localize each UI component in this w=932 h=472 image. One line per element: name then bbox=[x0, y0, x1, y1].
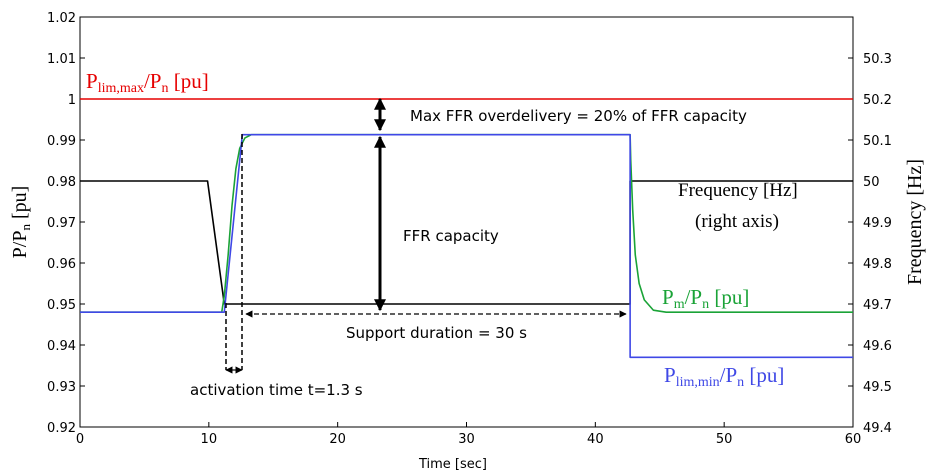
y-right-tick-label: 50 bbox=[863, 175, 880, 190]
annotation-frequency-line1: Frequency [Hz] bbox=[678, 180, 798, 201]
y-right-axis-ticks: 49.4 49.5 49.6 49.7 49.8 49.9 50 50.1 50.2 50.3 bbox=[848, 52, 892, 436]
annotation-capacity: FFR capacity bbox=[403, 227, 499, 245]
y-left-tick-label: 0.97 bbox=[47, 216, 76, 231]
y-right-tick-label: 50.2 bbox=[863, 93, 892, 108]
x-tick-label: 10 bbox=[201, 432, 218, 447]
y-left-tick-label: 1.01 bbox=[47, 52, 76, 67]
x-tick-label: 40 bbox=[587, 432, 604, 447]
y-left-tick-label: 1 bbox=[68, 93, 76, 108]
y-right-tick-label: 49.6 bbox=[863, 339, 892, 354]
annotation-activation-time: activation time t=1.3 s bbox=[190, 381, 363, 399]
y-left-tick-label: 0.94 bbox=[47, 339, 76, 354]
y-right-tick-label: 50.1 bbox=[863, 134, 892, 149]
annotation-overdelivery: Max FFR overdelivery = 20% of FFR capaci… bbox=[410, 107, 747, 125]
plot-area bbox=[79, 16, 854, 428]
x-tick-label: 30 bbox=[458, 432, 475, 447]
y-left-axis-ticks: 0.92 0.93 0.94 0.95 0.96 0.97 0.98 0.99 1 1.01 1.0… bbox=[47, 11, 85, 436]
y-left-tick-label: 0.99 bbox=[47, 134, 76, 149]
x-tick-label: 60 bbox=[845, 432, 862, 447]
annotation-arrows bbox=[225, 97, 627, 374]
y-left-tick-label: 0.96 bbox=[47, 257, 76, 272]
y-right-axis-label: Frequency [Hz] bbox=[904, 159, 926, 285]
y-right-tick-label: 49.7 bbox=[863, 298, 892, 313]
series-line-3 bbox=[80, 133, 853, 359]
y-left-tick-label: 0.92 bbox=[47, 421, 76, 436]
annotation-plim-max: Plim,max/Pn [pu] bbox=[86, 69, 209, 96]
series-line-1 bbox=[80, 180, 853, 305]
y-left-tick-label: 0.95 bbox=[47, 298, 76, 313]
y-right-tick-label: 49.9 bbox=[863, 216, 892, 231]
y-left-axis-label: P/Pn [pu] bbox=[9, 186, 33, 259]
y-right-tick-label: 49.5 bbox=[863, 380, 892, 395]
annotation-frequency-line2: (right axis) bbox=[695, 211, 779, 232]
x-axis-ticks: 0 10 20 30 40 50 60 bbox=[76, 422, 861, 447]
x-axis-label: Time [sec] bbox=[418, 457, 487, 472]
y-left-tick-label: 0.98 bbox=[47, 175, 76, 190]
y-right-tick-label: 50.3 bbox=[863, 52, 892, 67]
x-tick-label: 0 bbox=[76, 432, 84, 447]
y-left-tick-label: 1.02 bbox=[47, 11, 76, 26]
annotation-support-duration: Support duration = 30 s bbox=[346, 324, 527, 342]
y-right-tick-label: 49.4 bbox=[863, 421, 892, 436]
x-tick-label: 50 bbox=[716, 432, 733, 447]
y-right-tick-label: 49.8 bbox=[863, 257, 892, 272]
y-left-tick-label: 0.93 bbox=[47, 380, 76, 395]
x-tick-label: 20 bbox=[329, 432, 346, 447]
series-group bbox=[80, 98, 853, 359]
